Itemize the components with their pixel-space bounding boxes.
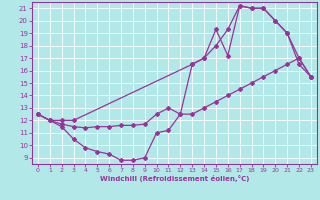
- X-axis label: Windchill (Refroidissement éolien,°C): Windchill (Refroidissement éolien,°C): [100, 175, 249, 182]
